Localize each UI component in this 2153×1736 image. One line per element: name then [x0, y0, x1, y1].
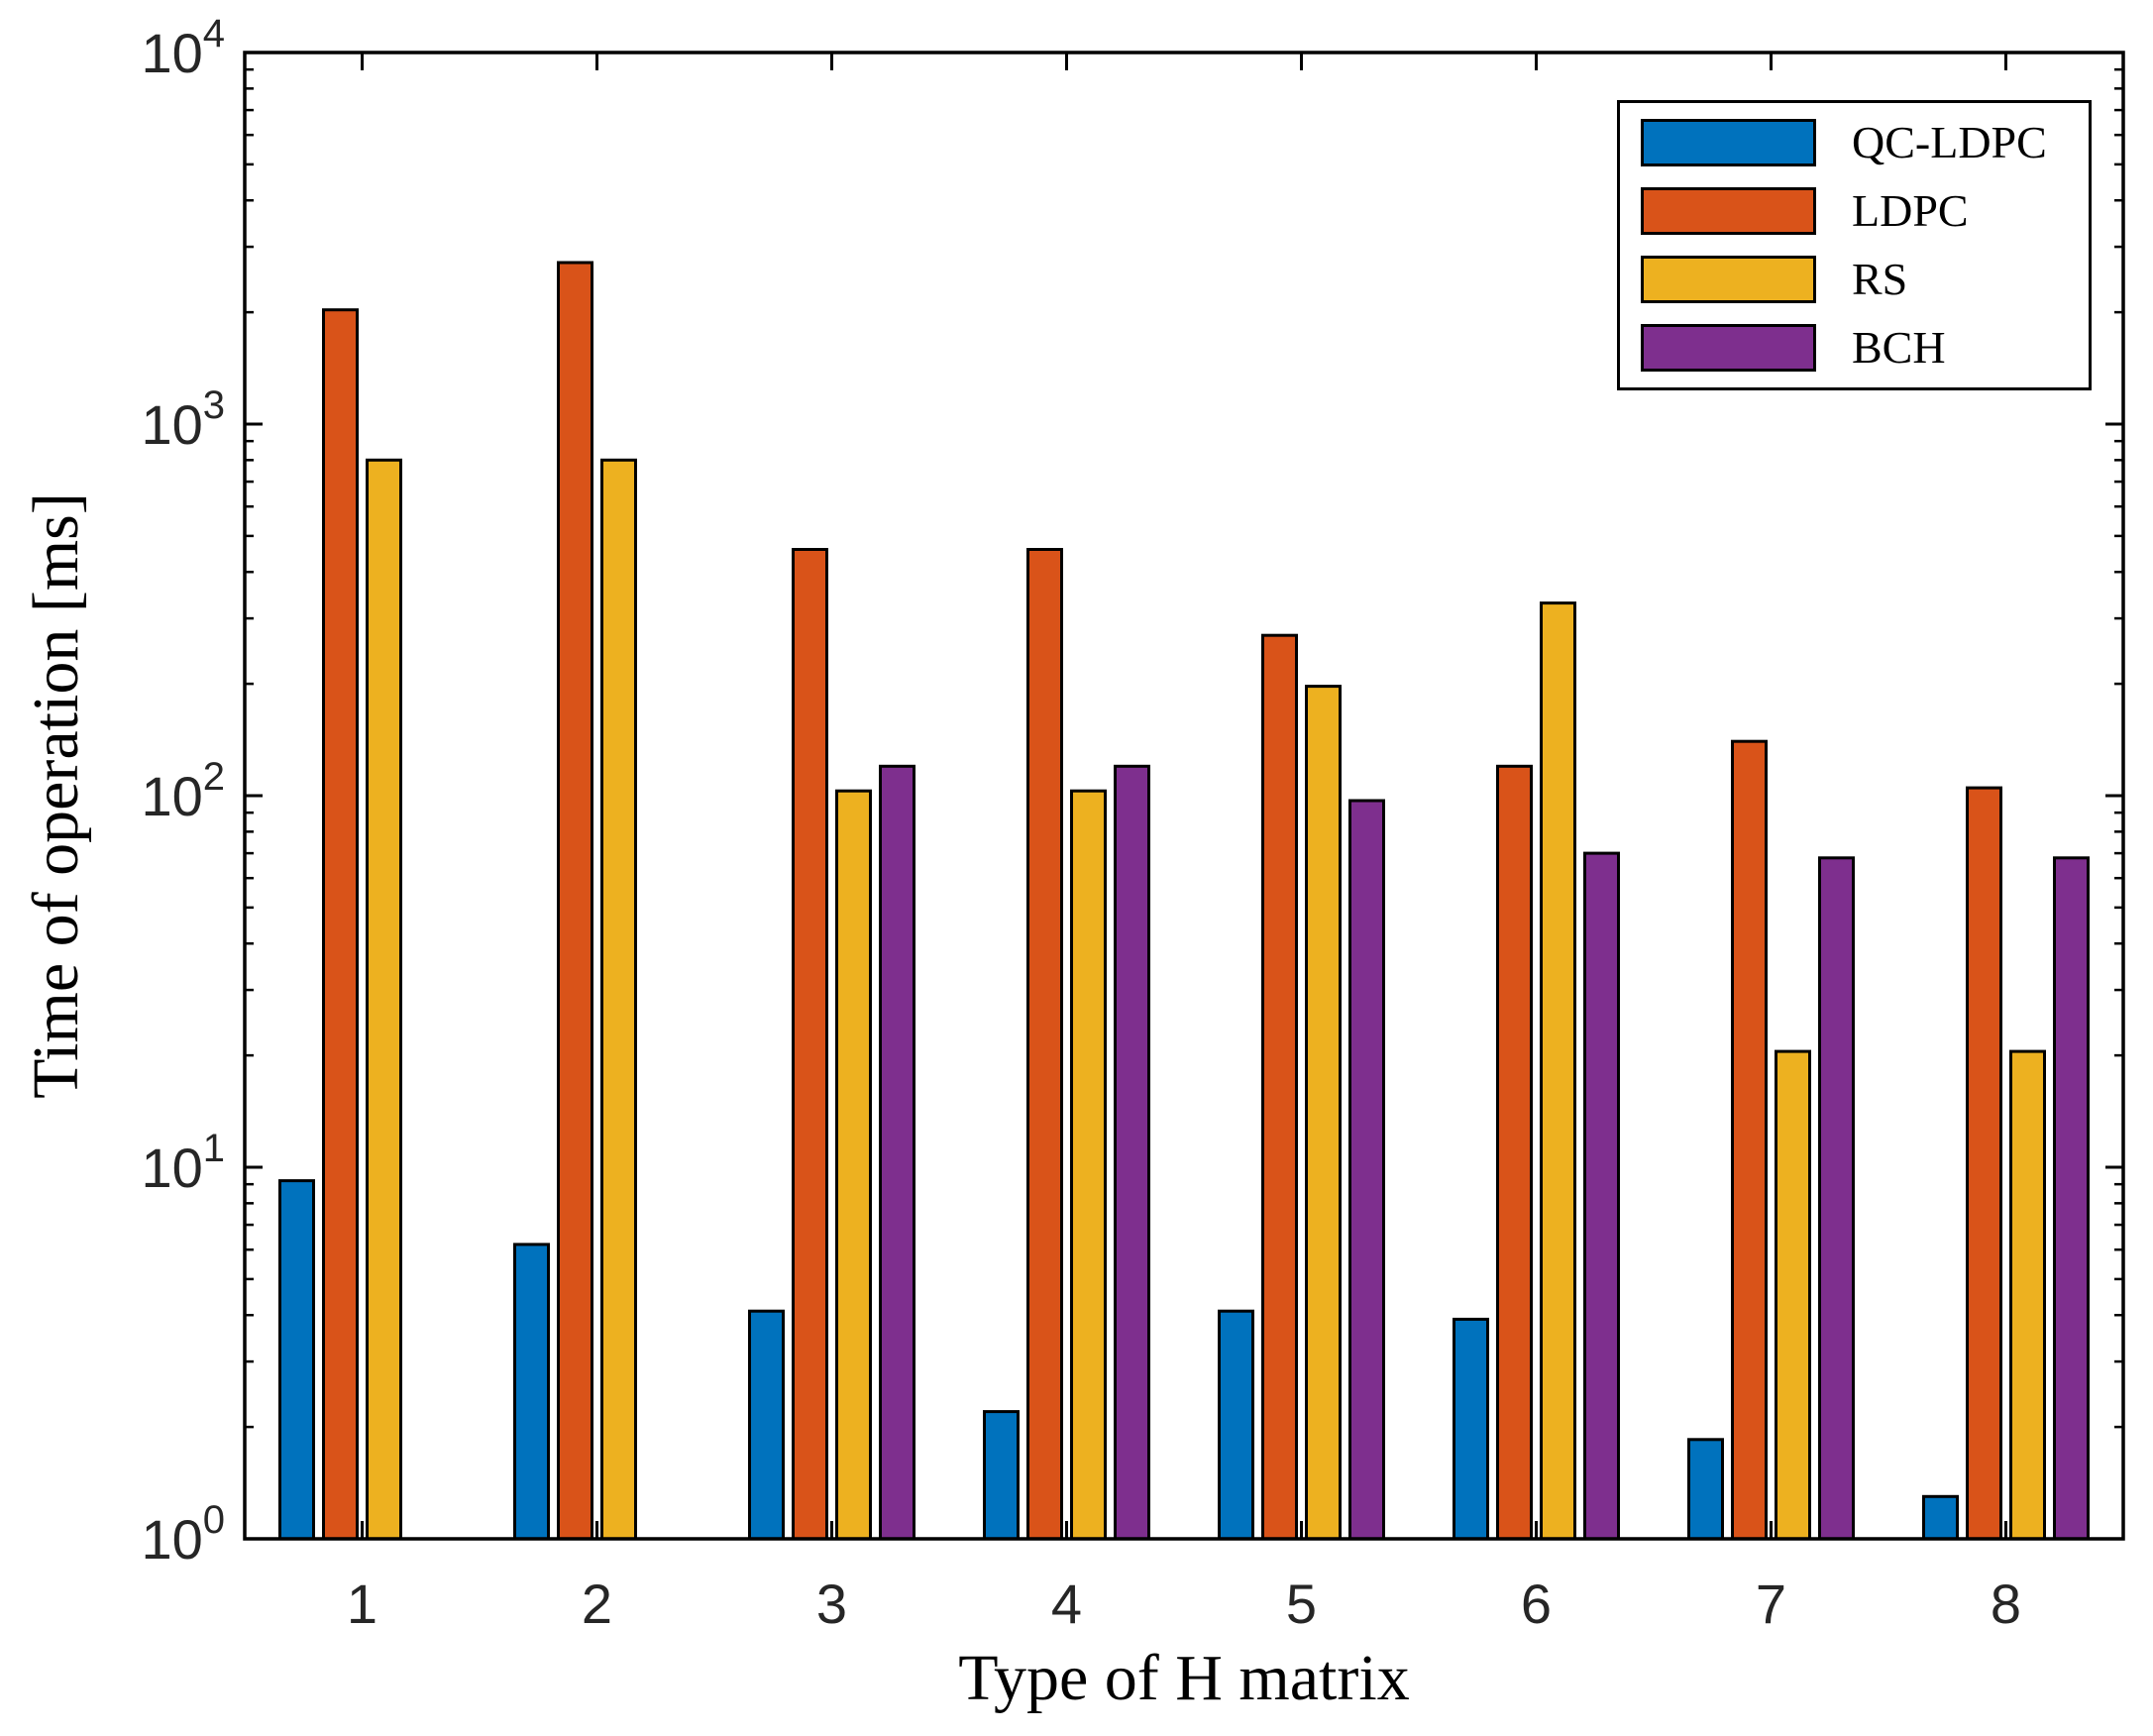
bar-ldpc-group6 [1496, 764, 1533, 1541]
tick-label-layer: 100 101 102 103 104 1 2 3 4 5 6 7 8 [141, 12, 2021, 1635]
bar-qc-ldpc-group3 [748, 1309, 785, 1541]
x-tick-label-8: 8 [1991, 1573, 2021, 1635]
x-tick-label-7: 7 [1756, 1573, 1786, 1635]
y-tick-label-1e4: 104 [141, 12, 225, 84]
x-tick-label-5: 5 [1286, 1573, 1317, 1635]
legend: QC-LDPC LDPC RS BCH [1617, 100, 2092, 390]
legend-swatch-qc-ldpc [1641, 118, 1816, 166]
bar-rs-group1 [366, 458, 402, 1541]
y-tick-label-1e0: 100 [141, 1498, 225, 1571]
bar-qc-ldpc-group5 [1218, 1309, 1254, 1541]
x-tick-label-4: 4 [1051, 1573, 1082, 1635]
x-tick-label-1: 1 [347, 1573, 377, 1635]
bar-bch-group4 [1114, 764, 1150, 1541]
bar-rs-group5 [1305, 685, 1342, 1541]
legend-swatch-bch [1641, 323, 1816, 372]
axes-layer [243, 51, 2125, 1541]
legend-item-rs: RS [1620, 245, 2089, 313]
bar-rs-group3 [835, 789, 872, 1541]
bar-bch-group5 [1348, 799, 1385, 1541]
bar-bch-group8 [2053, 856, 2090, 1541]
bar-qc-ldpc-group8 [1922, 1494, 1959, 1541]
legend-item-ldpc: LDPC [1620, 176, 2089, 245]
bar-bch-group6 [1583, 851, 1620, 1541]
y-tick-label-1e1: 101 [141, 1127, 225, 1199]
x-tick-label-2: 2 [582, 1573, 612, 1635]
bar-ldpc-group8 [1966, 786, 2002, 1541]
bar-ldpc-group5 [1261, 633, 1298, 1541]
bar-qc-ldpc-group2 [513, 1243, 550, 1541]
bar-rs-group8 [2009, 1049, 2046, 1541]
legend-swatch-rs [1641, 255, 1816, 303]
bar-bch-group7 [1818, 856, 1855, 1541]
bar-rs-group2 [600, 458, 637, 1541]
bar-rs-group4 [1070, 789, 1107, 1541]
bar-qc-ldpc-group7 [1687, 1438, 1724, 1541]
y-tick-label-1e3: 103 [141, 383, 225, 456]
legend-label-qc-ldpc: QC-LDPC [1852, 116, 2047, 167]
bar-ldpc-group7 [1731, 739, 1768, 1541]
y-axis-label: Time of operation [ms] [20, 492, 92, 1099]
bar-qc-ldpc-group1 [278, 1179, 315, 1541]
bars-layer [278, 261, 2090, 1541]
x-tick-label-6: 6 [1521, 1573, 1552, 1635]
legend-label-rs: RS [1852, 253, 1908, 304]
bar-ldpc-group2 [557, 261, 593, 1541]
legend-label-bch: BCH [1852, 321, 1946, 373]
legend-item-bch: BCH [1620, 313, 2089, 381]
legend-label-ldpc: LDPC [1852, 184, 1969, 236]
x-axis-label: Type of H matrix [958, 1642, 1409, 1714]
bar-qc-ldpc-group6 [1453, 1317, 1489, 1541]
legend-item-qc-ldpc: QC-LDPC [1620, 108, 2089, 176]
bar-ldpc-group3 [792, 548, 828, 1541]
bar-ldpc-group1 [322, 308, 359, 1541]
x-tick-label-3: 3 [816, 1573, 847, 1635]
bar-rs-group6 [1540, 601, 1576, 1541]
legend-swatch-ldpc [1641, 186, 1816, 235]
bar-rs-group7 [1775, 1049, 1811, 1541]
bar-ldpc-group4 [1026, 548, 1063, 1541]
y-tick-label-1e2: 102 [141, 755, 225, 827]
bar-bch-group3 [879, 764, 915, 1541]
bar-qc-ldpc-group4 [983, 1410, 1020, 1541]
